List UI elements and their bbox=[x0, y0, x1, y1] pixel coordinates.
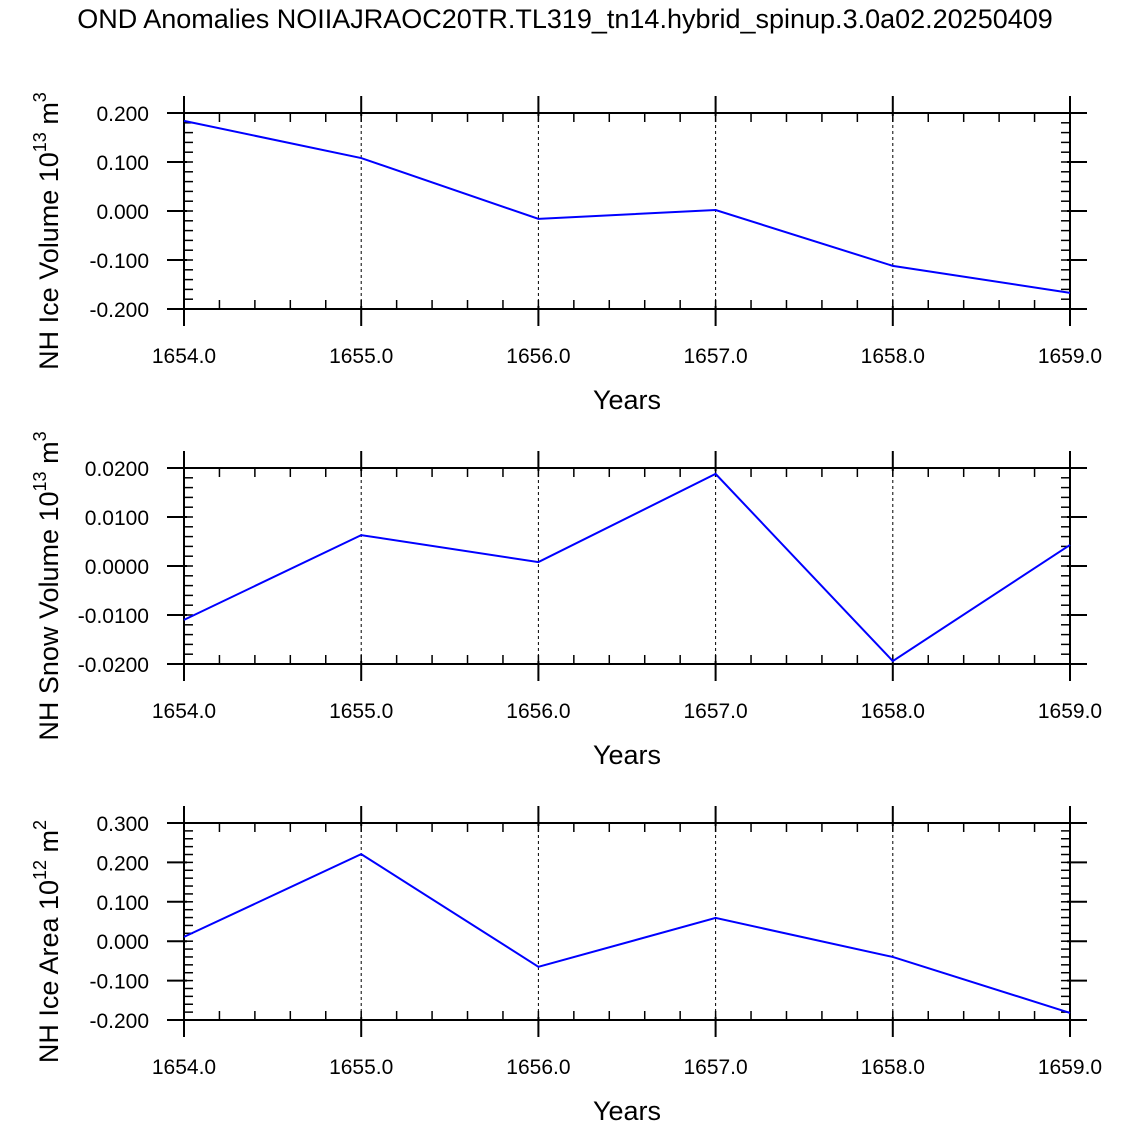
y-axis-label-ylabel-unit: m bbox=[34, 102, 64, 132]
x-axis-label: Years bbox=[593, 385, 661, 415]
y-tick-label: 0.0100 bbox=[85, 507, 149, 530]
y-tick-label: -0.200 bbox=[89, 1010, 149, 1033]
y-axis-label: NH Snow Volume 1013 m3 bbox=[30, 431, 64, 740]
y-tick-label: 0.0000 bbox=[85, 556, 149, 579]
y-axis-label-ylabel-exp: 13 bbox=[30, 132, 50, 152]
x-tick-label: 1659.0 bbox=[1038, 700, 1102, 723]
x-tick-label: 1657.0 bbox=[683, 1056, 747, 1079]
data-line bbox=[183, 472, 1071, 663]
y-tick-label: 0.200 bbox=[96, 103, 149, 126]
plot-frame bbox=[183, 467, 1071, 665]
y-tick-label: -0.200 bbox=[89, 299, 149, 322]
x-tick-label: 1657.0 bbox=[683, 345, 747, 368]
x-tick-label: 1659.0 bbox=[1038, 345, 1102, 368]
y-axis-label-ylabel-unit-exp: 3 bbox=[30, 431, 50, 441]
x-axis-label: Years bbox=[593, 1096, 661, 1125]
x-tick-label: 1656.0 bbox=[506, 1056, 570, 1079]
y-tick-label: 0.100 bbox=[96, 892, 149, 915]
y-axis-label: NH Ice Area 1012 m2 bbox=[30, 820, 64, 1063]
y-tick-label: 0.000 bbox=[96, 931, 149, 954]
panel-3: 1654.0 1655.0 1656.0 1657.0 1658.0 1659.0 -0.2… bbox=[30, 806, 1102, 1125]
y-tick-label: -0.0100 bbox=[78, 605, 149, 628]
y-axis-label-ylabel-unit-exp: 3 bbox=[30, 92, 50, 102]
x-tick-label: 1654.0 bbox=[152, 700, 216, 723]
panel-2: 1654.0 1655.0 1656.0 1657.0 1658.0 1659.0 -0.0… bbox=[30, 431, 1102, 770]
x-tick-label: 1657.0 bbox=[683, 700, 747, 723]
y-tick-label: 0.100 bbox=[96, 152, 149, 175]
x-tick-label: 1655.0 bbox=[329, 345, 393, 368]
plot-frame bbox=[183, 112, 1071, 310]
data-line bbox=[183, 852, 1071, 1014]
x-tick-label: 1655.0 bbox=[329, 1056, 393, 1079]
x-tick-label: 1658.0 bbox=[861, 700, 925, 723]
plot-frame bbox=[183, 822, 1071, 1021]
y-tick-label: -0.0200 bbox=[78, 654, 149, 677]
y-axis-label-ylabel-exp: 12 bbox=[30, 860, 50, 880]
y-axis-label-ylabel: NH Ice Area 10 bbox=[34, 880, 64, 1063]
y-tick-label: -0.100 bbox=[89, 250, 149, 273]
y-axis-label-ylabel: NH Ice Volume 10 bbox=[34, 152, 64, 370]
y-axis-label-ylabel-exp: 13 bbox=[30, 471, 50, 491]
y-tick-label: 0.200 bbox=[96, 852, 149, 875]
x-tick-label: 1659.0 bbox=[1038, 1056, 1102, 1079]
panel-1: 1654.0 1655.0 1656.0 1657.0 1658.0 1659.0 -0.2… bbox=[30, 92, 1102, 415]
x-tick-label: 1654.0 bbox=[152, 345, 216, 368]
y-tick-label: 0.0200 bbox=[85, 458, 149, 481]
y-axis-label: NH Ice Volume 1013 m3 bbox=[30, 92, 64, 370]
y-axis-label-ylabel: NH Snow Volume 10 bbox=[34, 491, 64, 740]
y-axis-label-ylabel-unit-exp: 2 bbox=[30, 820, 50, 830]
y-tick-label: -0.100 bbox=[89, 971, 149, 994]
x-axis-label: Years bbox=[593, 740, 661, 770]
x-tick-label: 1656.0 bbox=[506, 345, 570, 368]
chart-title: OND Anomalies NOIIAJRAOC20TR.TL319_tn14.… bbox=[77, 4, 1053, 34]
x-tick-label: 1654.0 bbox=[152, 1056, 216, 1079]
data-line bbox=[183, 119, 1071, 294]
y-axis-label-ylabel-unit: m bbox=[34, 830, 64, 860]
x-tick-label: 1658.0 bbox=[861, 1056, 925, 1079]
y-axis-label-ylabel-unit: m bbox=[34, 441, 64, 471]
x-tick-label: 1658.0 bbox=[861, 345, 925, 368]
x-tick-label: 1656.0 bbox=[506, 700, 570, 723]
y-tick-label: 0.300 bbox=[96, 813, 149, 836]
x-tick-label: 1655.0 bbox=[329, 700, 393, 723]
y-tick-label: 0.000 bbox=[96, 201, 149, 224]
